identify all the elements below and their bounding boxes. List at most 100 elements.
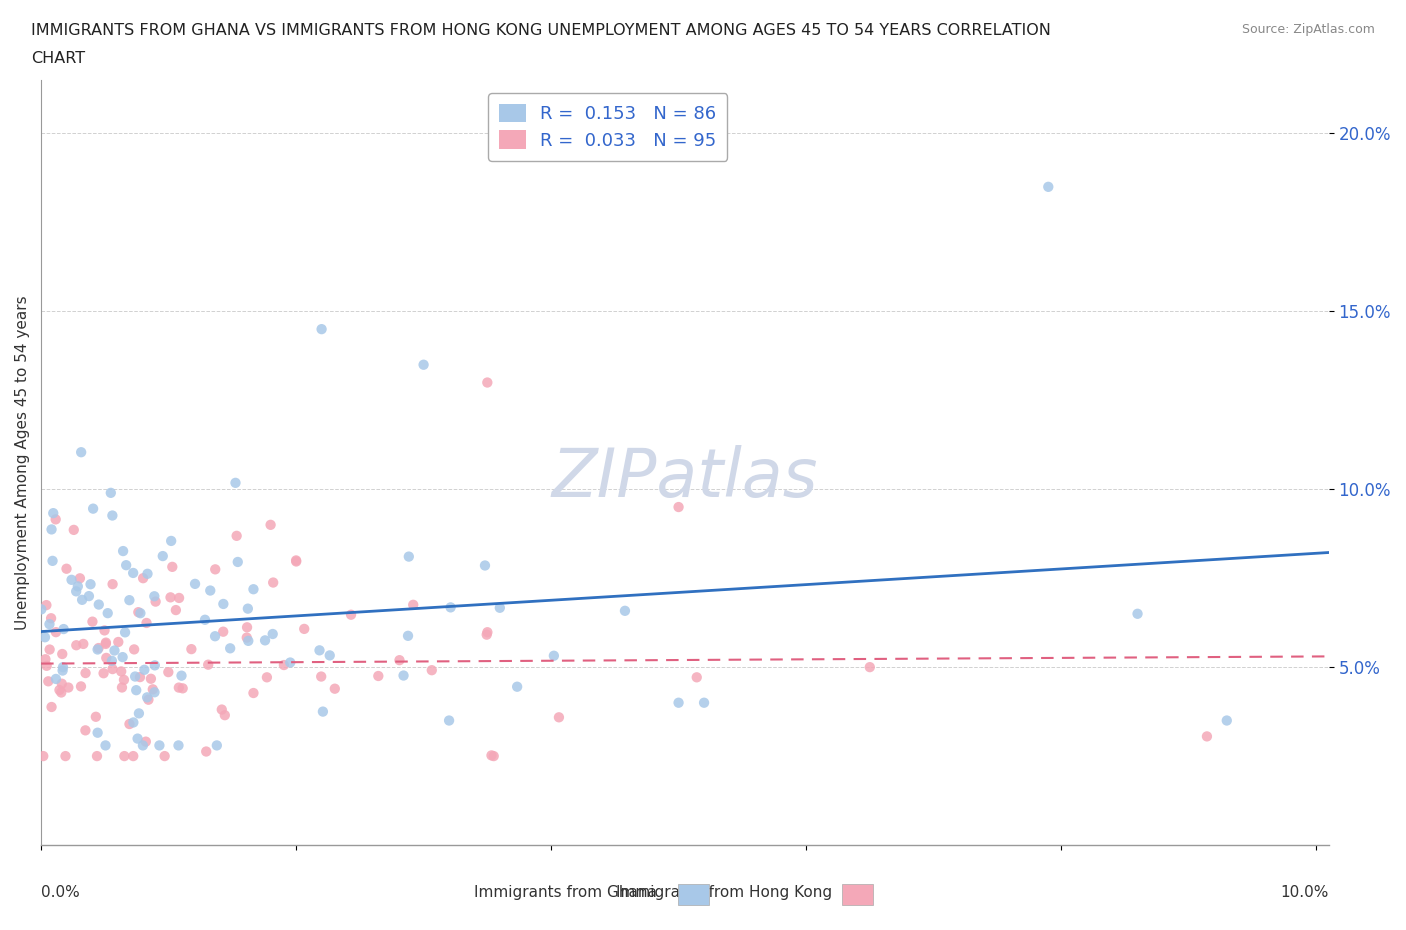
Point — [134, 662, 156, 677]
Point — [392, 668, 415, 683]
Point — [613, 604, 636, 618]
Point — [94, 635, 117, 650]
Point — [481, 748, 503, 763]
Point — [48, 683, 70, 698]
Point — [214, 708, 236, 723]
Point — [87, 641, 110, 656]
Point — [226, 554, 249, 569]
Point — [477, 625, 499, 640]
Point — [153, 749, 176, 764]
Text: 10.0%: 10.0% — [1281, 885, 1329, 900]
Point — [66, 578, 89, 593]
Point — [285, 554, 308, 569]
Point — [34, 630, 56, 644]
Point — [136, 566, 159, 581]
Point — [167, 680, 190, 695]
Point — [236, 631, 259, 645]
Point — [236, 601, 259, 616]
Point — [41, 522, 63, 537]
Point — [170, 669, 193, 684]
Point — [69, 571, 91, 586]
Point — [112, 544, 135, 559]
Point — [32, 749, 55, 764]
Point — [148, 738, 170, 753]
Point — [278, 655, 301, 670]
Point — [129, 605, 152, 620]
Point — [55, 562, 77, 577]
Point — [129, 670, 152, 684]
Point — [205, 738, 228, 753]
Text: IMMIGRANTS FROM GHANA VS IMMIGRANTS FROM HONG KONG UNEMPLOYMENT AMONG AGES 45 TO: IMMIGRANTS FROM GHANA VS IMMIGRANTS FROM… — [31, 23, 1050, 38]
Point — [254, 633, 277, 648]
Point — [219, 641, 242, 656]
Point — [51, 646, 73, 661]
Point — [477, 375, 499, 390]
Point — [859, 659, 882, 674]
Point — [262, 627, 284, 642]
Point — [204, 562, 226, 577]
Point — [127, 604, 149, 619]
Point — [45, 671, 67, 686]
Point — [86, 725, 108, 740]
Point — [84, 710, 107, 724]
Point — [86, 749, 108, 764]
Point — [86, 642, 108, 657]
Point — [194, 612, 217, 627]
Legend: R =  0.153   N = 86, R =  0.033   N = 95: R = 0.153 N = 86, R = 0.033 N = 95 — [488, 93, 727, 161]
Point — [62, 523, 84, 538]
Point — [127, 731, 149, 746]
Point — [323, 682, 346, 697]
Point — [77, 589, 100, 604]
Point — [439, 600, 461, 615]
Point — [82, 614, 104, 629]
Point — [195, 744, 218, 759]
Point — [82, 501, 104, 516]
Point — [143, 658, 166, 672]
Point — [101, 661, 124, 676]
Point — [200, 583, 222, 598]
Point — [686, 670, 709, 684]
Point — [309, 669, 332, 684]
Point — [135, 734, 157, 749]
Point — [93, 623, 115, 638]
Point — [45, 512, 67, 526]
Text: Immigrants from Ghana: Immigrants from Ghana — [474, 885, 657, 900]
Point — [52, 621, 75, 636]
Point — [101, 654, 124, 669]
Point — [70, 445, 93, 459]
Point — [101, 508, 124, 523]
Point — [115, 558, 138, 573]
Point — [136, 690, 159, 705]
Point — [668, 696, 690, 711]
Point — [437, 713, 460, 728]
Point — [262, 575, 284, 590]
Point — [37, 674, 59, 689]
Point — [225, 528, 247, 543]
Point — [167, 738, 190, 753]
Point — [122, 565, 145, 580]
Point — [242, 582, 264, 597]
Point — [398, 549, 420, 564]
Point — [412, 357, 434, 372]
Point — [42, 506, 65, 521]
Point — [101, 577, 124, 591]
Point — [204, 629, 226, 644]
Point — [242, 685, 264, 700]
Point — [165, 603, 187, 618]
Point — [114, 625, 136, 640]
Point — [273, 658, 295, 672]
Point — [39, 611, 62, 626]
Point — [308, 643, 330, 658]
Point — [70, 592, 93, 607]
Point — [474, 558, 496, 573]
Point — [60, 572, 83, 587]
Point — [402, 597, 425, 612]
Point — [51, 676, 73, 691]
Point — [65, 584, 87, 599]
Text: ZIPatlas: ZIPatlas — [551, 445, 818, 511]
Point — [94, 738, 117, 753]
Text: Source: ZipAtlas.com: Source: ZipAtlas.com — [1241, 23, 1375, 36]
Point — [103, 643, 125, 658]
Point — [396, 629, 419, 644]
Point — [112, 749, 135, 764]
